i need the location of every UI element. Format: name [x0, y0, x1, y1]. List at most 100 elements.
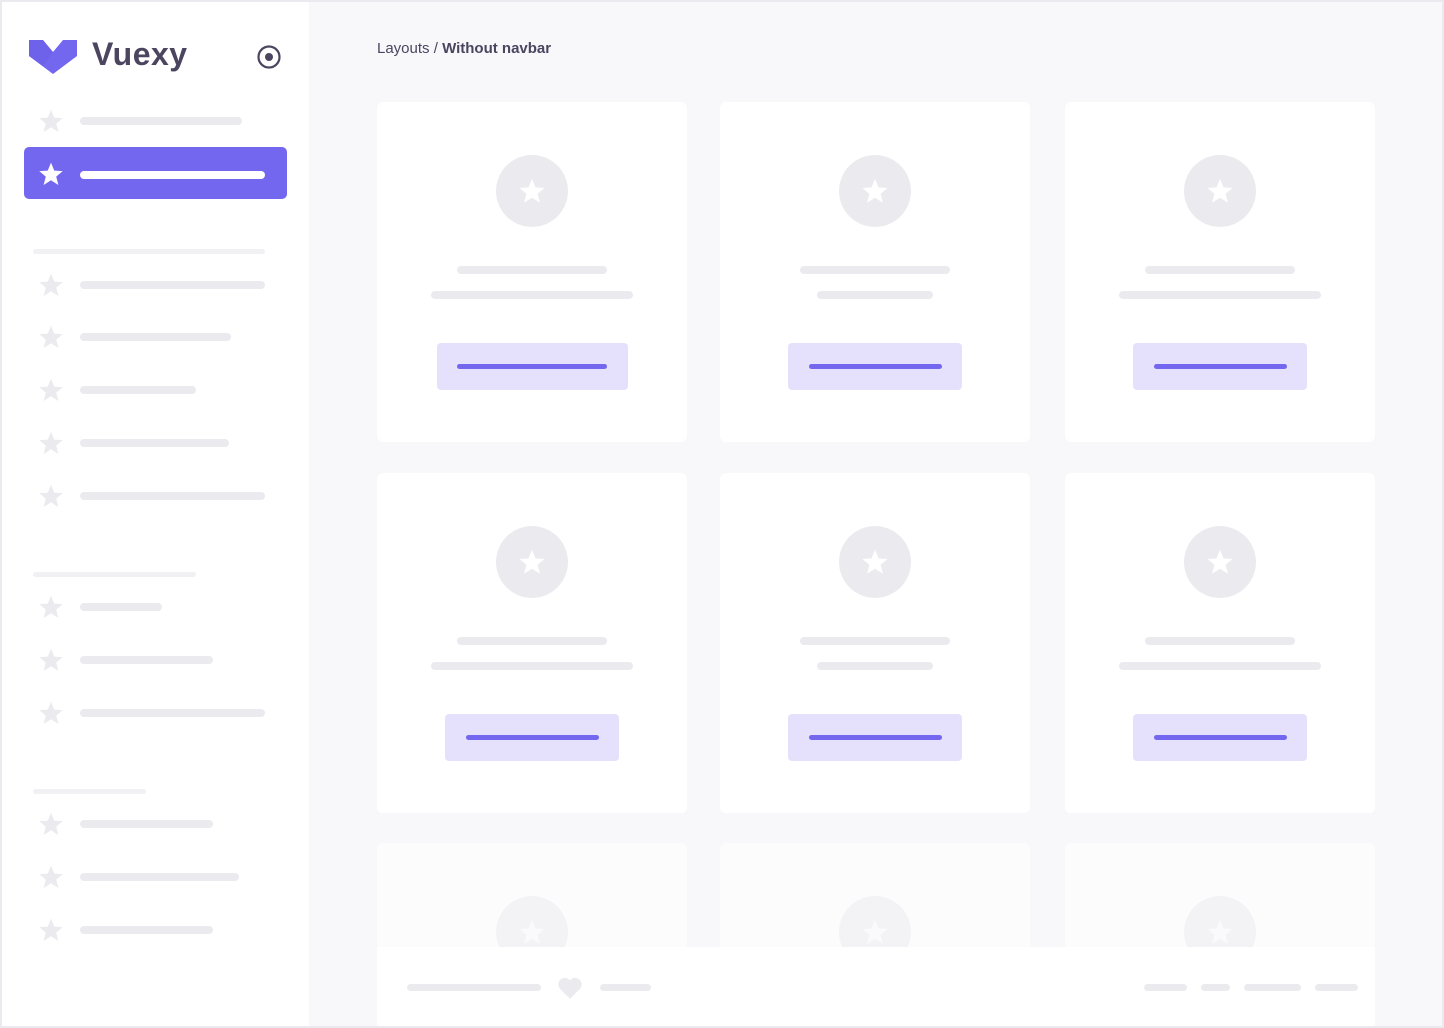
- sidebar-item-label-placeholder: [80, 873, 239, 881]
- star-icon: [38, 377, 64, 403]
- card-button[interactable]: [445, 714, 619, 761]
- card-button-label-placeholder: [808, 735, 942, 740]
- sidebar-item-label-placeholder: [80, 656, 213, 664]
- card: [720, 102, 1030, 442]
- brand-name: Vuexy: [92, 36, 188, 72]
- breadcrumb: Layouts / Without navbar: [377, 40, 551, 57]
- sidebar-item-label-placeholder: [80, 386, 196, 394]
- sidebar-item[interactable]: [24, 474, 287, 518]
- card-avatar: [1184, 155, 1256, 227]
- sidebar-item[interactable]: [24, 421, 287, 465]
- card-avatar: [496, 526, 568, 598]
- card-button-label-placeholder: [457, 364, 607, 369]
- star-icon: [519, 549, 545, 574]
- card-subtitle-placeholder: [1119, 291, 1321, 299]
- card-avatar: [1184, 526, 1256, 598]
- sidebar-divider: [33, 789, 146, 794]
- breadcrumb-separator: /: [429, 40, 443, 57]
- card-avatar: [1184, 896, 1256, 968]
- sidebar-item[interactable]: [24, 368, 287, 412]
- footer-text-placeholder: [407, 984, 541, 991]
- star-icon: [38, 917, 64, 943]
- star-icon: [839, 896, 911, 968]
- footer-link[interactable]: [1201, 984, 1230, 991]
- card-subtitle-placeholder: [431, 291, 633, 299]
- star-icon: [38, 864, 64, 890]
- star-icon: [38, 108, 64, 134]
- card: [1065, 843, 1375, 968]
- sidebar-divider: [33, 249, 265, 254]
- sidebar-item-active[interactable]: [24, 147, 287, 199]
- star-icon: [1184, 896, 1256, 968]
- sidebar-item[interactable]: [24, 855, 287, 899]
- sidebar-item[interactable]: [24, 908, 287, 952]
- card-button-label-placeholder: [1153, 364, 1287, 369]
- card-button[interactable]: [1133, 343, 1307, 390]
- card: [720, 843, 1030, 968]
- card-title-placeholder: [457, 266, 607, 274]
- footer-link[interactable]: [1144, 984, 1187, 991]
- card-button-label-placeholder: [465, 735, 599, 740]
- sidebar-item[interactable]: [24, 638, 287, 682]
- card-subtitle-placeholder: [431, 662, 633, 670]
- card: [377, 843, 687, 968]
- card: [377, 473, 687, 813]
- card: [377, 102, 687, 442]
- sidebar-item[interactable]: [24, 802, 287, 846]
- star-icon: [38, 272, 64, 298]
- card-avatar: [496, 896, 568, 968]
- card-title-placeholder: [1145, 266, 1295, 274]
- sidebar: Vuexy: [2, 2, 309, 1026]
- sidebar-item-label-placeholder: [80, 439, 229, 447]
- footer-link[interactable]: [1244, 984, 1301, 991]
- card-title-placeholder: [457, 637, 607, 645]
- star-icon: [38, 483, 64, 509]
- vuexy-logo-icon: [29, 40, 77, 74]
- star-icon: [38, 647, 64, 673]
- sidebar-item[interactable]: [24, 263, 287, 307]
- star-icon: [38, 811, 64, 837]
- card-button[interactable]: [1133, 714, 1307, 761]
- sidebar-item-label-placeholder: [80, 492, 265, 500]
- card-button-label-placeholder: [808, 364, 942, 369]
- footer: [377, 947, 1375, 1026]
- card-button[interactable]: [788, 343, 962, 390]
- star-icon: [38, 161, 64, 187]
- star-icon: [38, 324, 64, 350]
- sidebar-item-label-placeholder: [80, 171, 265, 179]
- card-avatar: [496, 155, 568, 227]
- star-icon: [38, 430, 64, 456]
- breadcrumb-parent[interactable]: Layouts: [377, 40, 430, 57]
- sidebar-divider: [33, 572, 196, 577]
- sidebar-item-label-placeholder: [80, 281, 265, 289]
- sidebar-item[interactable]: [24, 315, 287, 359]
- star-icon: [519, 178, 545, 203]
- sidebar-item[interactable]: [24, 691, 287, 735]
- card-title-placeholder: [800, 637, 950, 645]
- card-avatar: [839, 896, 911, 968]
- breadcrumb-current: Without navbar: [442, 40, 552, 57]
- sidebar-item-label-placeholder: [80, 603, 162, 611]
- card-subtitle-placeholder: [817, 291, 933, 299]
- sidebar-item-label-placeholder: [80, 709, 265, 717]
- sidebar-item-label-placeholder: [80, 926, 213, 934]
- star-icon: [1207, 178, 1233, 203]
- card: [1065, 102, 1375, 442]
- card-avatar: [839, 526, 911, 598]
- star-icon: [496, 896, 568, 968]
- sidebar-item[interactable]: [24, 99, 287, 143]
- star-icon: [862, 178, 888, 203]
- card-button-label-placeholder: [1153, 735, 1287, 740]
- radio-circle-icon[interactable]: [256, 44, 282, 70]
- card-button[interactable]: [436, 343, 628, 390]
- star-icon: [1207, 549, 1233, 574]
- footer-text-placeholder: [600, 984, 651, 991]
- card-button[interactable]: [788, 714, 962, 761]
- card: [720, 473, 1030, 813]
- footer-link[interactable]: [1315, 984, 1358, 991]
- star-icon: [38, 594, 64, 620]
- star-icon: [38, 700, 64, 726]
- card-title-placeholder: [800, 266, 950, 274]
- card: [1065, 473, 1375, 813]
- sidebar-item[interactable]: [24, 585, 287, 629]
